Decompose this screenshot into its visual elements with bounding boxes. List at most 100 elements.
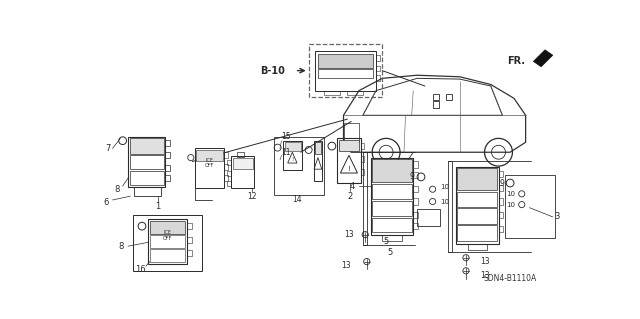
Bar (224, 175, 228, 182)
Bar (467, 244, 487, 250)
Text: 10: 10 (440, 198, 449, 204)
Bar (129, 138, 164, 154)
Bar (499, 185, 503, 191)
Bar (314, 141, 322, 181)
Bar (363, 152, 367, 245)
Bar (376, 75, 380, 81)
Bar (372, 201, 412, 216)
Bar (448, 161, 452, 252)
Text: 9: 9 (410, 172, 415, 182)
Text: 5: 5 (383, 237, 388, 246)
Bar (134, 187, 161, 196)
Bar (337, 138, 360, 183)
Bar (318, 69, 373, 78)
Text: 4: 4 (350, 182, 355, 191)
Bar (413, 223, 418, 229)
Bar (433, 101, 439, 108)
Bar (413, 161, 418, 168)
Bar (499, 198, 503, 204)
Bar (376, 55, 380, 61)
Text: !: ! (291, 158, 294, 162)
Bar (417, 209, 440, 226)
Bar (433, 94, 439, 100)
Bar (165, 140, 170, 146)
Text: 15: 15 (282, 132, 291, 141)
Text: FR.: FR. (507, 56, 525, 66)
Bar (128, 137, 165, 187)
Text: 9: 9 (500, 179, 505, 188)
Bar (165, 165, 170, 171)
Bar (285, 142, 301, 152)
Text: 10: 10 (506, 191, 516, 197)
Bar (195, 148, 224, 189)
Bar (413, 212, 418, 219)
Bar (382, 235, 402, 241)
Bar (165, 175, 170, 182)
Bar (360, 169, 364, 175)
Bar (315, 142, 321, 154)
Bar (233, 158, 253, 169)
Text: B-10: B-10 (260, 66, 285, 76)
Text: 8: 8 (119, 242, 124, 251)
Bar (150, 235, 186, 248)
Bar (224, 164, 228, 170)
Bar (413, 172, 418, 178)
Bar (339, 140, 359, 151)
Bar (413, 186, 418, 192)
Bar (150, 221, 186, 234)
Text: 12: 12 (247, 192, 257, 201)
Text: 13: 13 (344, 230, 353, 239)
Text: 6: 6 (104, 198, 109, 207)
Bar (371, 158, 413, 235)
Bar (187, 237, 191, 243)
Bar (165, 152, 170, 159)
Bar (456, 167, 499, 244)
Text: 14: 14 (292, 196, 302, 204)
Bar (324, 91, 340, 95)
Bar (227, 160, 231, 165)
Polygon shape (533, 50, 553, 67)
Bar (237, 152, 244, 157)
Bar (372, 184, 412, 199)
Text: SDN4-B1110A: SDN4-B1110A (483, 274, 536, 283)
Bar (132, 215, 202, 271)
Bar (150, 249, 186, 262)
Text: 8: 8 (115, 185, 120, 194)
Bar (187, 250, 191, 256)
Text: 10: 10 (506, 202, 516, 208)
Bar (360, 156, 364, 162)
Text: 13: 13 (480, 257, 490, 266)
Bar (446, 94, 452, 100)
Bar (283, 141, 303, 170)
Bar (372, 159, 412, 182)
Bar (227, 181, 231, 186)
Bar (372, 218, 412, 232)
Bar (196, 150, 223, 161)
Text: 11: 11 (282, 148, 291, 157)
Text: 7: 7 (105, 144, 111, 153)
Bar (315, 51, 376, 91)
Bar (360, 143, 364, 149)
Text: 13: 13 (480, 271, 490, 280)
Text: 16: 16 (135, 265, 146, 274)
Bar (499, 171, 503, 177)
Text: ICE
OFF: ICE OFF (163, 230, 172, 241)
Bar (348, 91, 363, 95)
Bar (308, 44, 382, 97)
Text: 5: 5 (387, 248, 392, 257)
Bar (505, 175, 555, 239)
Text: 10: 10 (440, 184, 449, 190)
Text: 2: 2 (347, 192, 353, 201)
Bar (499, 226, 503, 232)
Bar (187, 223, 191, 229)
Bar (344, 123, 359, 142)
Bar (224, 152, 228, 159)
Text: ICE
OFF: ICE OFF (205, 158, 214, 168)
Bar (227, 171, 231, 176)
Bar (129, 171, 164, 185)
Bar (458, 168, 497, 190)
Bar (458, 226, 497, 241)
Bar (499, 212, 503, 219)
Bar (458, 208, 497, 224)
Text: 3: 3 (554, 212, 559, 221)
